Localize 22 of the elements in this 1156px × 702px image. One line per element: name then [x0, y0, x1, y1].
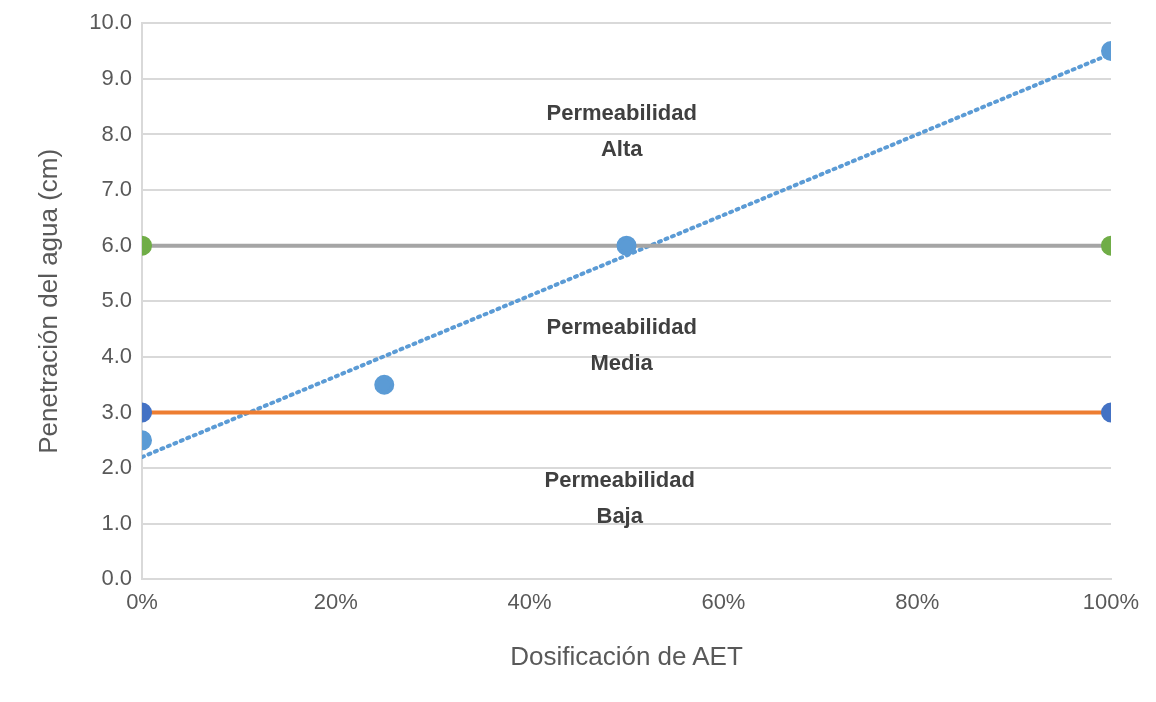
y-tick-label: 0.0 — [101, 565, 133, 591]
x-tick-label: 0% — [126, 588, 158, 614]
y-tick-label: 3.0 — [101, 398, 133, 424]
y-tick-label: 2.0 — [101, 454, 133, 480]
y-tick-label: 7.0 — [101, 176, 133, 202]
annotation: Permeabilidad Baja — [544, 466, 695, 528]
x-axis-title: Dosificación de AET — [510, 640, 743, 671]
y-tick-label: 6.0 — [101, 231, 133, 257]
annotation: Permeabilidad Media — [546, 313, 697, 375]
y-tick-label: 8.0 — [101, 120, 133, 146]
y-tick-label: 9.0 — [101, 64, 133, 90]
x-tick-label: 40% — [507, 588, 552, 614]
y-axis-title: Penetración del agua (cm) — [32, 148, 63, 454]
x-tick-label: 20% — [313, 588, 358, 614]
y-tick-label: 10.0 — [89, 9, 133, 35]
x-tick-label: 100% — [1082, 588, 1140, 614]
x-tick-label: 80% — [895, 588, 940, 614]
y-tick-label: 4.0 — [101, 342, 133, 368]
annotation: Permeabilidad Alta — [546, 99, 697, 161]
y-tick-label: 1.0 — [101, 509, 133, 535]
x-tick-label: 60% — [701, 588, 746, 614]
y-tick-label: 5.0 — [101, 287, 133, 313]
